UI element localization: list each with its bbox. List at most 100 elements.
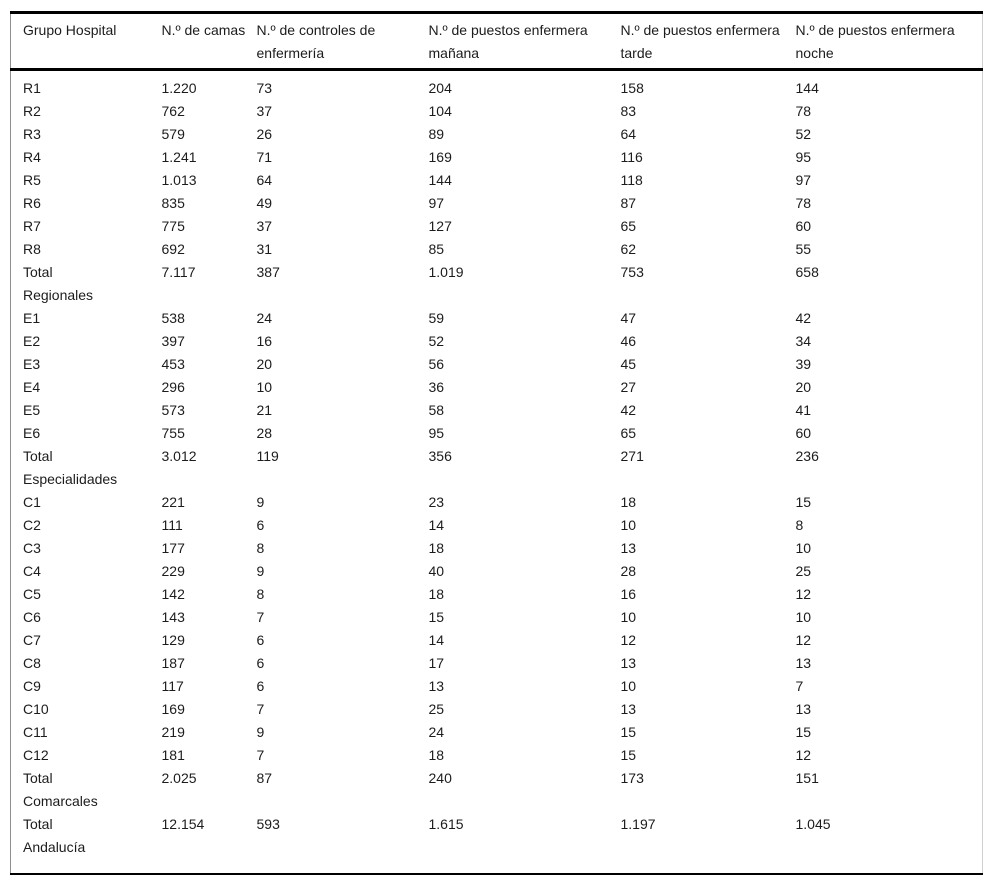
column-header-2: N.º de controles de enfermería (256, 12, 429, 71)
table-row: C6 143 7 15 10 10 (11, 606, 983, 629)
value-cell: 62 (620, 241, 637, 257)
value-cell: 64 (256, 172, 273, 188)
value-cell: 6 (256, 678, 265, 694)
column-header-4: N.º de puestos enfermera tarde (620, 12, 796, 71)
value-cell: 15 (428, 609, 445, 625)
row-label-cell: C8 (23, 655, 41, 671)
value-cell: 39 (795, 356, 812, 372)
row-label-cell: R5 (23, 172, 41, 188)
table-row: C3 177 8 18 13 10 (11, 537, 983, 560)
value-cell: 16 (620, 586, 637, 602)
value-cell: 835 (161, 195, 185, 211)
value-cell: 89 (428, 126, 445, 142)
value-cell: 78 (795, 195, 812, 211)
table-row: R3 579 26 89 64 52 (11, 123, 983, 146)
value-cell: 144 (795, 80, 819, 96)
row-label-cell: R1 (23, 80, 41, 96)
row-label-cell: E5 (23, 402, 41, 418)
value-cell: 7 (795, 678, 804, 694)
value-cell: 55 (795, 241, 812, 257)
row-label-cell: C12 (23, 747, 49, 763)
value-cell: 1.197 (620, 816, 656, 832)
value-cell: 2.025 (161, 770, 197, 786)
value-cell: 13 (620, 540, 637, 556)
value-cell: 8 (256, 586, 265, 602)
value-cell: 1.013 (161, 172, 197, 188)
value-cell: 181 (161, 747, 185, 763)
table-row: C4 229 9 40 28 25 (11, 560, 983, 583)
value-cell: 117 (161, 678, 184, 694)
value-cell: 221 (161, 494, 185, 510)
value-cell: 28 (620, 563, 637, 579)
value-cell: 387 (256, 264, 280, 280)
value-cell: 129 (161, 632, 185, 648)
value-cell: 10 (795, 609, 812, 625)
column-header-5: N.º de puestos enfermera noche (795, 12, 983, 71)
value-cell: 12 (795, 747, 812, 763)
value-cell: 21 (256, 402, 273, 418)
value-cell: 17 (428, 655, 445, 671)
table-row: C5 142 8 18 16 12 (11, 583, 983, 606)
row-label-cell: E3 (23, 356, 41, 372)
table-row: C1 221 9 23 18 15 (11, 491, 983, 514)
value-cell: 229 (161, 563, 185, 579)
row-label-cell: E6 (23, 425, 41, 441)
value-cell: 6 (256, 632, 265, 648)
table-row: Total Comarcales 2.025 87 240 173 151 (11, 767, 983, 813)
value-cell: 24 (256, 310, 273, 326)
row-label-cell: R7 (23, 218, 41, 234)
value-cell: 49 (256, 195, 273, 211)
value-cell: 56 (428, 356, 445, 372)
value-cell: 18 (620, 494, 637, 510)
value-cell: 10 (620, 517, 637, 533)
value-cell: 60 (795, 218, 812, 234)
value-cell: 65 (620, 218, 637, 234)
table-row: C10 169 7 25 13 13 (11, 698, 983, 721)
value-cell: 169 (161, 701, 185, 717)
value-cell: 151 (795, 770, 819, 786)
value-cell: 59 (428, 310, 445, 326)
table-body: R1 1.220 73 204 158 144 R2 762 37 104 83 78 R3 579 26 8… (11, 70, 983, 875)
value-cell: 15 (620, 724, 637, 740)
value-cell: 27 (620, 379, 637, 395)
value-cell: 13 (620, 701, 637, 717)
hospital-staffing-table: Grupo Hospital N.º de camas N.º de control… (10, 11, 983, 875)
value-cell: 104 (428, 103, 452, 119)
value-cell: 14 (428, 632, 445, 648)
value-cell: 236 (795, 448, 819, 464)
value-cell: 593 (256, 816, 280, 832)
value-cell: 240 (428, 770, 452, 786)
value-cell: 13 (795, 655, 812, 671)
table-row: C11 219 9 24 15 15 (11, 721, 983, 744)
value-cell: 143 (161, 609, 185, 625)
value-cell: 9 (256, 724, 265, 740)
value-cell: 692 (161, 241, 185, 257)
value-cell: 7 (256, 747, 265, 763)
value-cell: 95 (795, 149, 812, 165)
row-label-cell: C10 (23, 701, 49, 717)
value-cell: 95 (428, 425, 445, 441)
row-label-cell: R8 (23, 241, 41, 257)
value-cell: 775 (161, 218, 185, 234)
value-cell: 397 (161, 333, 185, 349)
row-label-cell: R3 (23, 126, 41, 142)
row-label-cell: C4 (23, 563, 41, 579)
value-cell: 85 (428, 241, 445, 257)
table-row: C12 181 7 18 15 12 (11, 744, 983, 767)
value-cell: 9 (256, 494, 265, 510)
value-cell: 28 (256, 425, 273, 441)
table-row: R7 775 37 127 65 60 (11, 215, 983, 238)
value-cell: 10 (620, 678, 637, 694)
value-cell: 111 (161, 517, 183, 533)
value-cell: 6 (256, 517, 265, 533)
value-cell: 16 (256, 333, 273, 349)
value-cell: 13 (795, 701, 812, 717)
value-cell: 144 (428, 172, 452, 188)
value-cell: 40 (428, 563, 445, 579)
table-row: R2 762 37 104 83 78 (11, 100, 983, 123)
value-cell: 271 (620, 448, 644, 464)
value-cell: 12 (795, 632, 812, 648)
value-cell: 71 (256, 149, 273, 165)
row-label-cell: C3 (23, 540, 41, 556)
value-cell: 6 (256, 655, 265, 671)
